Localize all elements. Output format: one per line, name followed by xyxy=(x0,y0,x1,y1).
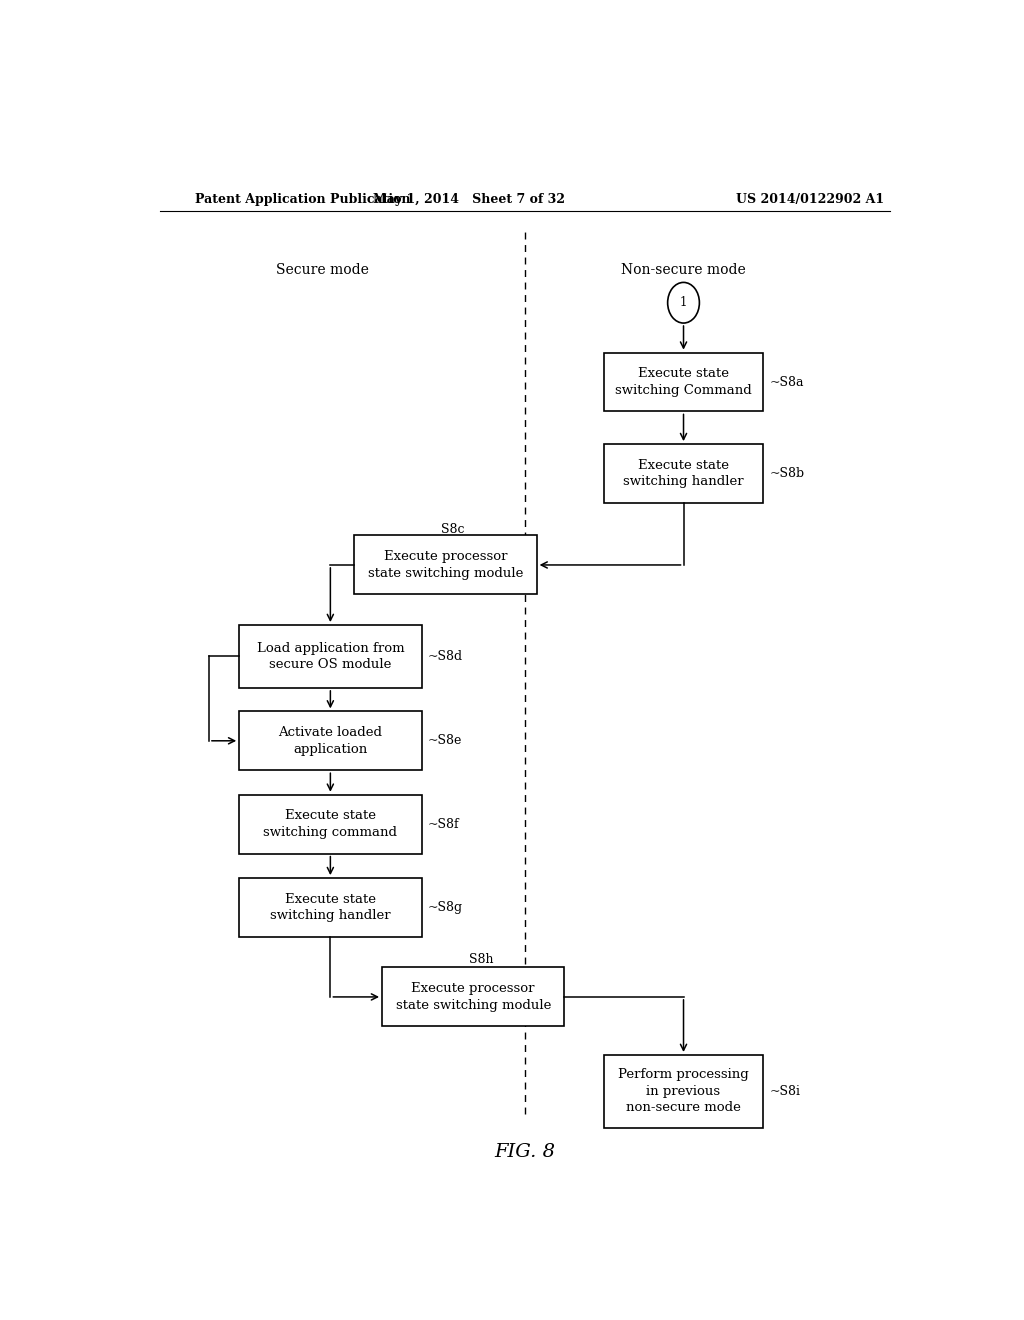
Text: Execute state
switching handler: Execute state switching handler xyxy=(270,892,391,923)
Text: Execute processor
state switching module: Execute processor state switching module xyxy=(368,550,523,579)
Text: S8c: S8c xyxy=(441,523,465,536)
FancyBboxPatch shape xyxy=(604,1055,763,1129)
Text: Execute processor
state switching module: Execute processor state switching module xyxy=(395,982,551,1011)
Text: S8h: S8h xyxy=(469,953,494,966)
Text: ~S8a: ~S8a xyxy=(769,375,804,388)
FancyBboxPatch shape xyxy=(240,711,422,771)
Text: Secure mode: Secure mode xyxy=(276,263,369,277)
Text: US 2014/0122902 A1: US 2014/0122902 A1 xyxy=(736,193,885,206)
Text: Execute state
switching Command: Execute state switching Command xyxy=(615,367,752,397)
FancyBboxPatch shape xyxy=(240,624,422,688)
FancyBboxPatch shape xyxy=(382,968,564,1027)
Text: Execute state
switching command: Execute state switching command xyxy=(263,809,397,840)
Text: ~S8f: ~S8f xyxy=(428,817,460,830)
Text: May 1, 2014   Sheet 7 of 32: May 1, 2014 Sheet 7 of 32 xyxy=(373,193,565,206)
FancyBboxPatch shape xyxy=(604,352,763,412)
Text: 1: 1 xyxy=(680,296,687,309)
Text: Patent Application Publication: Patent Application Publication xyxy=(196,193,411,206)
Text: ~S8d: ~S8d xyxy=(428,649,463,663)
FancyBboxPatch shape xyxy=(240,795,422,854)
FancyBboxPatch shape xyxy=(240,878,422,937)
Text: ~S8i: ~S8i xyxy=(769,1085,800,1098)
Text: ~S8b: ~S8b xyxy=(769,467,805,480)
Text: FIG. 8: FIG. 8 xyxy=(495,1143,555,1162)
Text: Perform processing
in previous
non-secure mode: Perform processing in previous non-secur… xyxy=(618,1068,749,1114)
Text: Execute state
switching handler: Execute state switching handler xyxy=(624,459,743,488)
FancyBboxPatch shape xyxy=(604,444,763,503)
FancyBboxPatch shape xyxy=(354,536,537,594)
Text: ~S8g: ~S8g xyxy=(428,902,463,913)
Text: Non-secure mode: Non-secure mode xyxy=(622,263,745,277)
Text: Activate loaded
application: Activate loaded application xyxy=(279,726,382,755)
Text: ~S8e: ~S8e xyxy=(428,734,463,747)
Text: Load application from
secure OS module: Load application from secure OS module xyxy=(257,642,404,671)
